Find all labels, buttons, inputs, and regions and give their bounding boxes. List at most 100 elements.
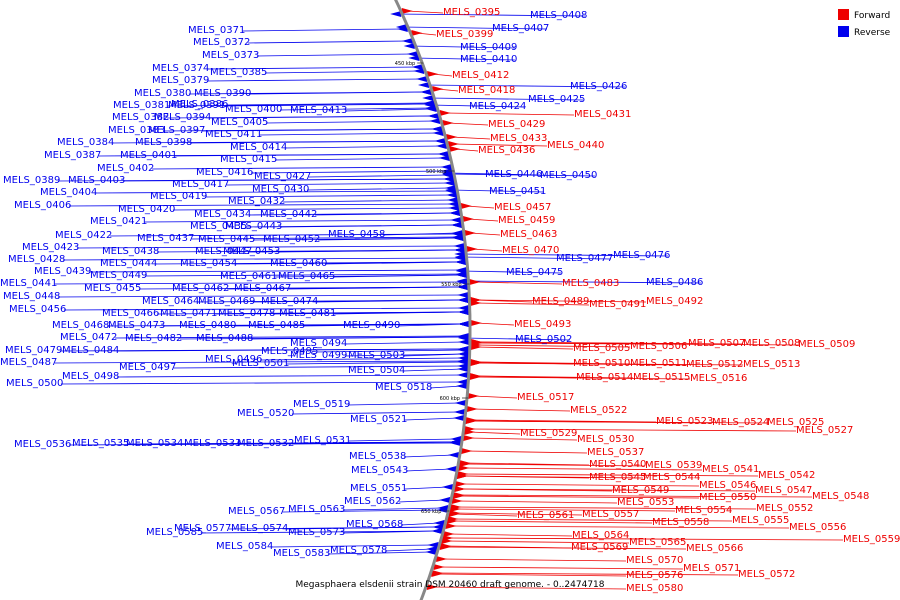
gene-arrow [445,523,457,529]
leader-line [464,462,590,466]
leader-line [473,395,518,399]
gene-arrow [456,284,468,290]
leader-line [172,207,455,211]
gene-arrow [457,309,469,315]
gene-arrow [422,95,434,101]
leader-line [459,488,613,492]
leader-line [430,104,524,108]
gene-arrow [432,130,444,136]
gene-arrow [417,82,429,88]
gene-label: MELS_0446 [485,169,542,180]
leader-line [438,566,684,570]
gene-arrow [431,126,443,132]
gene-labels: MELS_0371MELS_0372MELS_0373MELS_0374MELS… [0,7,900,594]
leader-line [291,411,460,415]
gene-arrow [469,279,481,285]
gene-label: MELS_0503 [348,350,405,361]
leader-line [314,212,456,216]
leader-line [191,236,459,240]
gene-label: MELS_0557 [582,509,639,520]
leader-line [447,537,844,541]
leader-line [406,10,444,14]
gene-label: MELS_0571 [683,563,740,574]
leader-line [469,428,797,432]
gene-label: MELS_0461 [220,271,277,282]
gene-arrow [452,235,464,241]
gene-arrow [446,134,458,140]
gene-label: MELS_0389 [3,175,60,186]
leader-line [451,520,653,524]
leader-line [463,467,703,471]
gene-label: MELS_0385 [210,67,267,78]
gene-arrow [427,71,439,77]
gene-label: MELS_0536 [14,439,71,450]
leader-line [225,102,430,106]
leader-line [398,499,446,503]
leader-line [436,573,627,577]
leader-line [447,173,595,177]
gene-arrow [443,176,455,182]
gene-arrow [457,355,469,361]
gene-label: MELS_0568 [346,519,403,530]
gene-label: MELS_0436 [478,145,535,156]
leader-line [431,586,627,590]
gene-label: MELS_0537 [587,447,644,458]
gene-label: MELS_0524 [712,417,769,428]
leader-line [445,545,572,549]
leader-line [151,166,447,170]
leader-line [222,103,431,107]
gene-label: MELS_0544 [643,472,700,483]
gene-arrow [435,143,447,149]
legend-swatch-forward [838,9,849,20]
gene-label: MELS_0470 [502,245,559,256]
gene-arrow [466,406,478,412]
gene-label: MELS_0533 [184,438,241,449]
scale-tick-label: 550 kbp [441,282,461,288]
leader-line [452,518,733,522]
leader-line [475,299,647,303]
gene-label: MELS_0574 [231,523,288,534]
gene-label: MELS_0382 [112,112,169,123]
leader-line [282,509,443,513]
gene-arrow [459,460,471,466]
gene-label: MELS_0556 [789,522,846,533]
leader-line [475,346,574,350]
gene-arrow [466,246,478,252]
leader-line [404,417,460,421]
leader-line [475,344,631,348]
gene-arrow [447,201,459,207]
leader-line [429,385,463,389]
gene-label: MELS_0486 [646,277,703,288]
gene-label: MELS_0471 [160,308,217,319]
gene-arrow [457,351,469,357]
gene-label: MELS_0573 [288,527,345,538]
leader-line [259,132,439,136]
gene-label: MELS_0558 [652,517,709,528]
gene-label: MELS_0531 [294,435,351,446]
gene-arrow [431,571,443,577]
gene-label: MELS_0379 [152,75,209,86]
gene-label: MELS_0450 [540,170,597,181]
leader-line [396,13,585,17]
gene-label: MELS_0371 [188,25,245,36]
leader-line [122,178,450,182]
gene-arrow [439,110,451,116]
gene-arrow [448,141,460,147]
gene-label: MELS_0482 [125,333,182,344]
gene-arrow [449,506,461,512]
gene-arrow [440,164,452,170]
gene-label: MELS_0580 [626,583,683,594]
gene-arrow [457,339,469,345]
gene-label: MELS_0554 [675,505,732,516]
legend-label-forward: Forward [854,11,890,21]
gene-label: MELS_0563 [288,504,345,515]
gene-label: MELS_0454 [180,258,237,269]
gene-label: MELS_0421 [90,216,147,227]
gene-arrow [457,305,469,311]
leader-line [327,551,432,555]
gene-label: MELS_0409 [460,42,517,53]
gene-label: MELS_0497 [119,362,176,373]
gene-label: MELS_0420 [118,204,175,215]
leader-line [279,107,432,111]
gene-arrow [442,120,454,126]
